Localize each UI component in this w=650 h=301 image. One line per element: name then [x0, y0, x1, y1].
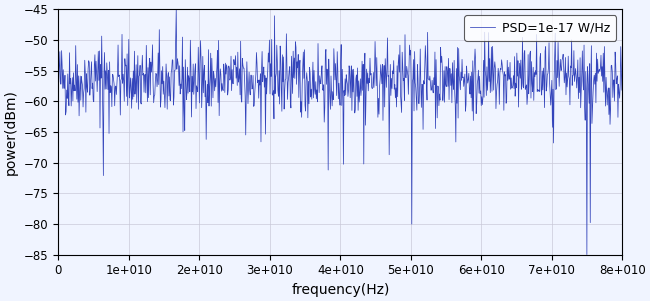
PSD=1e-17 W/Hz [55, 69, 62, 72]
Legend: PSD=1e-17 W/Hz: PSD=1e-17 W/Hz [464, 15, 616, 41]
PSD=1e-17 W/Hz [112, 84, 120, 88]
PSD=1e-17 W/Hz [172, 7, 180, 11]
X-axis label: frequency(Hz): frequency(Hz) [291, 283, 389, 297]
PSD=1e-17 W/Hz [583, 253, 591, 256]
PSD=1e-17 W/Hz [283, 67, 291, 70]
PSD=1e-17 W/Hz [505, 77, 513, 81]
Line: PSD=1e-17 W/Hz: PSD=1e-17 W/Hz [58, 9, 623, 255]
PSD=1e-17 W/Hz [443, 85, 450, 88]
PSD=1e-17 W/Hz [495, 75, 502, 78]
PSD=1e-17 W/Hz [304, 79, 311, 82]
PSD=1e-17 W/Hz [619, 67, 627, 71]
Y-axis label: power(dBm): power(dBm) [4, 89, 18, 175]
